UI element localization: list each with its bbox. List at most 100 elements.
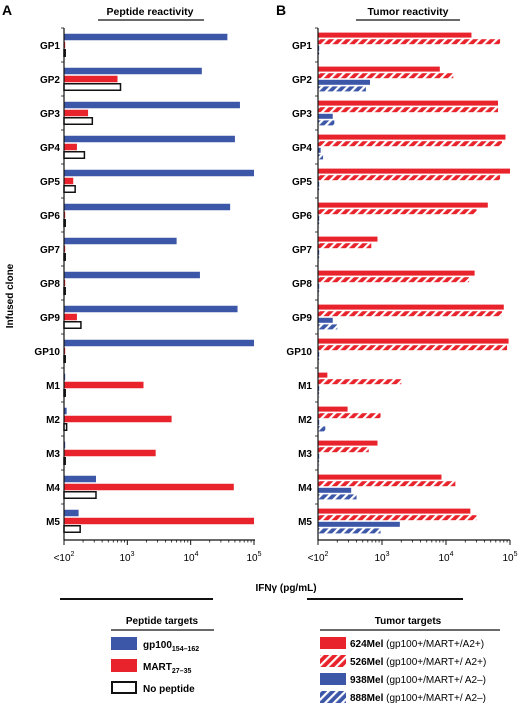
- bar-b-gp10-series-2: [318, 345, 508, 351]
- legend-label-624mel: 624Mel (gp100+/MART+/A2+): [350, 639, 484, 650]
- bar-a-gp8-series-1: [64, 271, 200, 279]
- legend-mart-sub: 27–35: [172, 668, 192, 675]
- bar-a-gp6-series-1: [64, 203, 231, 211]
- bar-a-gp1-series-1: [64, 33, 228, 41]
- legend-label-938mel: 938Mel (gp100+/MART+/ A2–): [350, 675, 486, 686]
- category-label-gp6: GP6: [40, 211, 60, 222]
- legend-526mel-name: 526Mel: [350, 657, 384, 668]
- legend-label-no-peptide: No peptide: [143, 684, 195, 695]
- category-label-gp3: GP3: [292, 109, 312, 120]
- category-label-gp9: GP9: [40, 313, 60, 324]
- bar-b-gp5-series-2: [318, 175, 501, 181]
- bar-b-gp7-series-1: [318, 236, 378, 242]
- bar-a-m5-series-1: [64, 509, 79, 517]
- legend-624mel-detail: (gp100+/MART+/A2+): [383, 639, 484, 650]
- category-label-gp7: GP7: [40, 245, 60, 256]
- category-label-m2: M2: [46, 415, 60, 426]
- tick-text-lt10: <10: [54, 553, 71, 564]
- category-label-gp8: GP8: [292, 279, 312, 290]
- tick-exp-5: 5: [258, 551, 262, 558]
- tick-label-100000: 105: [502, 551, 517, 564]
- category-label-gp7: GP7: [292, 245, 312, 256]
- legend-swatch-mart: [111, 659, 137, 672]
- legend-swatch-938mel: [320, 673, 346, 685]
- bar-a-gp2-series-3: [63, 83, 122, 91]
- bar-b-gp6-series-2: [318, 209, 477, 215]
- tick-text-10: 10: [246, 553, 258, 564]
- bar-a-gp5-series-3: [63, 185, 76, 193]
- legend-tumor-targets: Tumor targets 624Mel (gp100+/MART+/A2+) …: [320, 616, 500, 704]
- legend-938mel-name: 938Mel: [350, 675, 384, 686]
- bar-b-gp4-series-4: [318, 154, 324, 160]
- bar-a-m2-series-2: [64, 415, 172, 423]
- x-axis-title: IFNγ (pg/mL): [255, 583, 316, 594]
- legend-mart-text: MART: [143, 662, 172, 673]
- bar-a-m2-series-1: [64, 407, 67, 415]
- bar-b-gp7-series-2: [318, 243, 372, 249]
- legend-624mel-name: 624Mel: [350, 639, 384, 650]
- tick-text-10: 10: [183, 553, 195, 564]
- category-label-m3: M3: [298, 449, 312, 460]
- category-label-gp3: GP3: [40, 109, 60, 120]
- legend-526mel-detail: (gp100+/MART+/ A2+): [383, 657, 486, 668]
- bar-a-gp5-series-1: [64, 169, 254, 177]
- legend-gp100-sub: 154–162: [172, 646, 199, 653]
- legend-b-title: Tumor targets: [375, 616, 442, 627]
- bar-b-gp1-series-2: [318, 39, 501, 45]
- panel-a-x-ticks: <102 103 104 105: [54, 551, 262, 564]
- bar-b-m4-series-1: [318, 474, 442, 480]
- bar-b-gp2-series-4: [318, 86, 366, 92]
- bar-b-m5-series-4: [318, 528, 381, 534]
- category-label-m4: M4: [46, 483, 60, 494]
- bar-b-m3-series-1: [318, 440, 378, 446]
- bar-b-gp9-series-4: [318, 324, 338, 330]
- bar-b-gp9-series-2: [318, 311, 503, 317]
- bar-a-m5-series-2: [64, 517, 254, 525]
- tick-label-100000: 105: [246, 551, 261, 564]
- legend-888mel-detail: (gp100+/MART+/ A2–): [383, 693, 486, 704]
- legend-peptide-targets: Peptide targets gp100154–162 MART27–35 N…: [111, 616, 214, 695]
- bar-b-gp2-series-3: [318, 79, 371, 85]
- bar-b-m5-series-3: [318, 521, 400, 527]
- category-label-gp5: GP5: [292, 177, 312, 188]
- category-label-gp5: GP5: [40, 177, 60, 188]
- bar-a-gp10-series-1: [64, 339, 254, 347]
- bar-a-m1-series-2: [64, 381, 144, 389]
- legend-label-mart: MART27–35: [143, 662, 191, 675]
- bar-b-gp4-series-2: [318, 141, 503, 147]
- bar-a-gp9-series-2: [64, 313, 77, 321]
- panel-a-title: Peptide reactivity: [107, 6, 194, 18]
- legend-label-gp100: gp100154–162: [143, 640, 199, 653]
- y-axis-title: Infused clone: [5, 263, 16, 328]
- tick-exp-4: 4: [450, 551, 454, 558]
- category-label-gp10: GP10: [286, 347, 312, 358]
- tick-text-10: 10: [502, 553, 514, 564]
- bar-a-gp3-series-2: [64, 109, 89, 117]
- tick-exp-5: 5: [514, 551, 518, 558]
- bar-b-gp8-series-2: [318, 277, 470, 283]
- bar-a-gp9-series-3: [63, 321, 82, 329]
- bar-b-gp3-series-2: [318, 107, 499, 113]
- panel-b-letter: B: [276, 2, 286, 18]
- bar-b-gp10-series-1: [318, 338, 509, 344]
- bar-a-gp3-series-1: [64, 101, 240, 109]
- bar-b-m2-series-1: [318, 406, 348, 412]
- category-label-gp1: GP1: [40, 41, 60, 52]
- legend-gp100-text: gp100: [143, 640, 172, 651]
- tick-label-10000: 104: [183, 551, 198, 564]
- bar-b-m4-series-4: [318, 494, 357, 500]
- bar-a-m4-series-3: [63, 491, 97, 499]
- category-label-gp9: GP9: [292, 313, 312, 324]
- tick-label-1000: 103: [119, 551, 134, 564]
- bar-b-m5-series-2: [318, 515, 477, 521]
- legend-swatch-no-peptide: [111, 681, 137, 694]
- peptide-reactivity-plot: GP1 GP2 GP3 GP4 GP5 GP6 GP7 GP8 GP9 GP10 M1 M2 M3 M4 M…: [34, 27, 255, 545]
- panel-b-x-ticks: <102 103 104 105: [308, 551, 518, 564]
- tick-text-10: 10: [438, 553, 450, 564]
- bar-a-m4-series-1: [64, 475, 96, 483]
- category-label-gp1: GP1: [292, 41, 312, 52]
- bar-a-gp4-series-1: [64, 135, 235, 143]
- category-label-m4: M4: [298, 483, 312, 494]
- bar-b-gp1-series-1: [318, 32, 472, 38]
